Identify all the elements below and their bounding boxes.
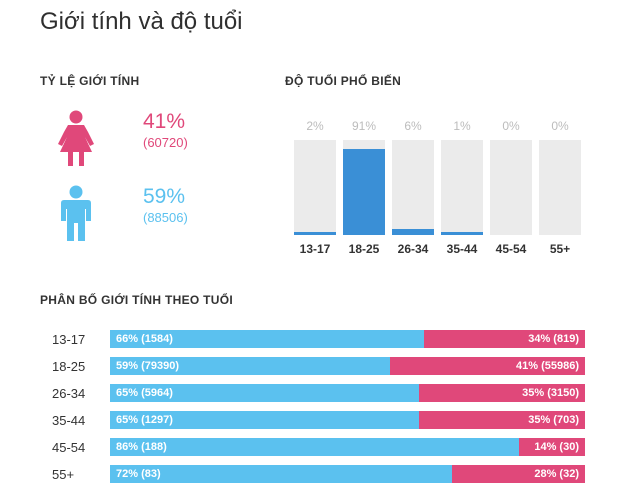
age-column-track [539,140,581,235]
age-column: 91% 18-25 [343,118,385,256]
distribution-row: 35-44 65% (1297) 35% (703) [40,411,585,429]
distribution-bar: 65% (5964) 35% (3150) [110,384,585,402]
distribution-bar: 72% (83) 28% (32) [110,465,585,483]
distribution-bar: 65% (1297) 35% (703) [110,411,585,429]
female-segment: 35% (703) [418,411,585,429]
age-column-label: 45-54 [495,242,527,256]
age-column-percent: 6% [404,119,422,133]
age-column-percent: 0% [502,119,520,133]
female-count: (60720) [143,135,188,150]
female-segment: 14% (30) [518,438,585,456]
age-column: 2% 13-17 [294,118,336,256]
male-segment: 65% (5964) [110,384,419,402]
age-column-track [441,140,483,235]
age-column-label: 13-17 [299,242,331,256]
age-column-fill [343,148,385,235]
popular-age-label: ĐỘ TUỔI PHỔ BIẾN [285,74,402,88]
age-column-fill [441,232,483,235]
age-column-track [490,140,532,235]
female-segment: 35% (3150) [418,384,585,402]
distribution-age-label: 13-17 [52,331,86,347]
female-stat: 41% (60720) [55,110,188,168]
male-segment: 72% (83) [110,465,452,483]
age-column-percent: 0% [551,119,569,133]
age-column: 6% 26-34 [392,118,434,256]
male-segment: 59% (79390) [110,357,391,375]
male-stat: 59% (88506) [55,185,188,243]
distribution-label: PHÂN BỐ GIỚI TÍNH THEO TUỔI [40,293,234,307]
age-column: 0% 55+ [539,118,581,256]
age-columns-chart: 2% 13-17 91% 18-25 6% 26-34 1% 35-44 0% … [294,118,588,256]
distribution-age-label: 55+ [52,466,75,482]
male-percent: 59% [143,185,186,208]
age-column-track [294,140,336,235]
gender-ratio-label: TỶ LỆ GIỚI TÍNH [40,74,140,88]
distribution-row: 13-17 66% (1584) 34% (819) [40,330,585,348]
age-column-percent: 2% [306,119,324,133]
age-column-track [343,140,385,235]
distribution-bar: 86% (188) 14% (30) [110,438,585,456]
age-column-label: 55+ [549,242,571,256]
distribution-age-label: 26-34 [52,385,86,401]
female-segment: 41% (55986) [390,357,585,375]
female-icon [58,110,94,166]
distribution-bar: 66% (1584) 34% (819) [110,330,585,348]
age-column-label: 35-44 [446,242,478,256]
distribution-age-label: 35-44 [52,412,86,428]
distribution-age-label: 18-25 [52,358,86,374]
distribution-row: 26-34 65% (5964) 35% (3150) [40,384,585,402]
age-column-percent: 91% [351,119,377,133]
age-column-fill [392,229,434,235]
distribution-bar: 59% (79390) 41% (55986) [110,357,585,375]
female-segment: 34% (819) [423,330,585,348]
male-segment: 86% (188) [110,438,519,456]
age-column-label: 26-34 [397,242,429,256]
male-icon [61,185,91,241]
distribution-row: 18-25 59% (79390) 41% (55986) [40,357,585,375]
age-column: 1% 35-44 [441,118,483,256]
male-segment: 66% (1584) [110,330,424,348]
male-count: (88506) [143,210,188,225]
distribution-row: 45-54 86% (188) 14% (30) [40,438,585,456]
page-title: Giới tính và độ tuổi [40,8,243,35]
distribution-age-label: 45-54 [52,439,86,455]
age-column-percent: 1% [453,119,471,133]
gender-distribution-chart: 13-17 66% (1584) 34% (819) 18-25 59% (79… [40,330,585,492]
female-percent: 41% [143,110,186,133]
age-column-label: 18-25 [348,242,380,256]
male-segment: 65% (1297) [110,411,419,429]
distribution-row: 55+ 72% (83) 28% (32) [40,465,585,483]
female-segment: 28% (32) [452,465,585,483]
age-column-fill [294,232,336,235]
age-column: 0% 45-54 [490,118,532,256]
age-column-track [392,140,434,235]
